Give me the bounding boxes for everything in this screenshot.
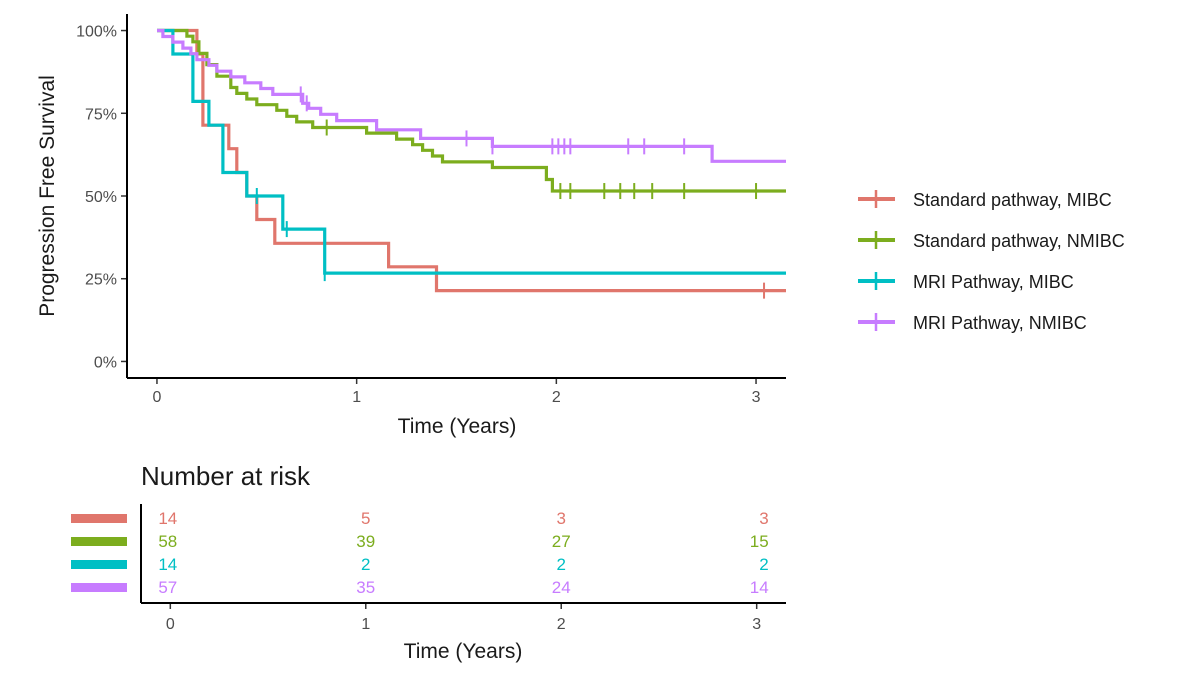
x-tick-label: 1 [352,389,361,406]
risk-table-rows: 14 5 3 3 58 39 27 15 14 2 2 2 57 35 24 14 [71,509,769,597]
risk-x-tick-label: 1 [361,616,370,633]
risk-count: 3 [759,509,768,528]
risk-count: 14 [158,509,177,528]
risk-count: 57 [158,578,177,597]
legend-item-1: Standard pathway, MIBC [858,190,1112,210]
y-axis-ticks: 0% 25% 50% 75% 100% [76,24,127,371]
survival-curve-2 [157,28,786,193]
y-tick-label: 75% [85,106,117,123]
y-tick-label: 25% [85,272,117,289]
x-tick-label: 3 [752,389,761,406]
legend-label: Standard pathway, MIBC [913,190,1112,210]
survival-curve-4 [157,28,786,163]
legend-label: Standard pathway, NMIBC [913,231,1125,251]
risk-count: 15 [750,532,769,551]
survival-curve-3 [157,28,786,275]
x-axis-ticks: 0 1 2 3 [153,378,761,406]
y-axis-label: Progression Free Survival [36,75,59,317]
x-axis-label: Time (Years) [398,415,517,438]
x-tick-label: 2 [552,389,561,406]
legend: Standard pathway, MIBC Standard pathway, … [858,190,1125,333]
survival-plot: 0% 25% 50% 75% 100% 0 1 2 3 Progression Free Su… [36,14,786,438]
legend-item-3: MRI Pathway, MIBC [858,272,1074,292]
risk-table-title: Number at risk [141,461,311,491]
risk-row-swatch [71,583,127,592]
risk-count: 58 [158,532,177,551]
survival-curves [157,28,786,299]
legend-label: MRI Pathway, MIBC [913,272,1074,292]
risk-count: 2 [556,555,565,574]
risk-count: 3 [556,509,565,528]
risk-count: 35 [356,578,375,597]
risk-count: 39 [356,532,375,551]
risk-count: 14 [750,578,769,597]
risk-count: 5 [361,509,370,528]
risk-x-tick-label: 2 [557,616,566,633]
risk-x-tick-label: 3 [752,616,761,633]
risk-x-tick-label: 0 [166,616,175,633]
risk-row-swatch [71,537,127,546]
legend-item-4: MRI Pathway, NMIBC [858,313,1087,333]
y-tick-label: 100% [76,24,117,41]
risk-count: 14 [158,555,177,574]
legend-item-2: Standard pathway, NMIBC [858,231,1125,251]
risk-table-x-axis-label: Time (Years) [404,640,523,663]
risk-count: 27 [552,532,571,551]
legend-label: MRI Pathway, NMIBC [913,313,1087,333]
risk-count: 2 [759,555,768,574]
risk-count: 2 [361,555,370,574]
risk-table-x-ticks: 0 1 2 3 [166,603,761,633]
risk-row-swatch [71,560,127,569]
x-tick-label: 0 [153,389,162,406]
risk-count: 24 [552,578,571,597]
y-tick-label: 50% [85,189,117,206]
risk-row-swatch [71,514,127,523]
y-tick-label: 0% [94,354,117,371]
